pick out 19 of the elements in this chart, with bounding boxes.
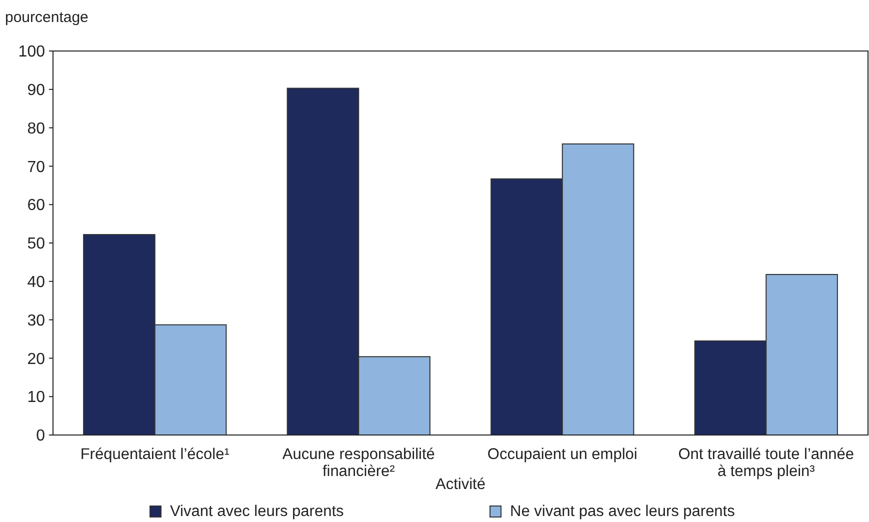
- y-tick-label: 70: [27, 158, 46, 176]
- x-tick-label: Ont travaillé toute l’année à temps plein³: [678, 446, 854, 480]
- y-tick-label: 50: [27, 236, 46, 253]
- y-tick-label: 60: [27, 197, 46, 214]
- x-tick-label: Occupaient un emploi: [487, 446, 638, 463]
- y-tick-label: 10: [27, 389, 46, 406]
- y-tick-label: 40: [27, 274, 46, 291]
- legend-label: Vivant avec leurs parents: [170, 503, 344, 520]
- y-tick-label: 100: [18, 44, 46, 61]
- y-tick-label: 0: [36, 428, 46, 445]
- x-tick-label: Fréquentaient l’école¹: [80, 446, 230, 463]
- y-tick-label: 80: [27, 120, 46, 138]
- x-axis-title: Activité: [436, 476, 486, 493]
- legend-label: Ne vivant pas avec leurs parents: [510, 503, 736, 520]
- x-tick-label: Aucune responsabilité financière²: [282, 446, 435, 480]
- y-tick-label: 30: [27, 312, 46, 330]
- y-tick-label: 90: [27, 82, 46, 99]
- y-axis-title: pourcentage: [5, 9, 88, 26]
- y-tick-label: 20: [27, 350, 46, 368]
